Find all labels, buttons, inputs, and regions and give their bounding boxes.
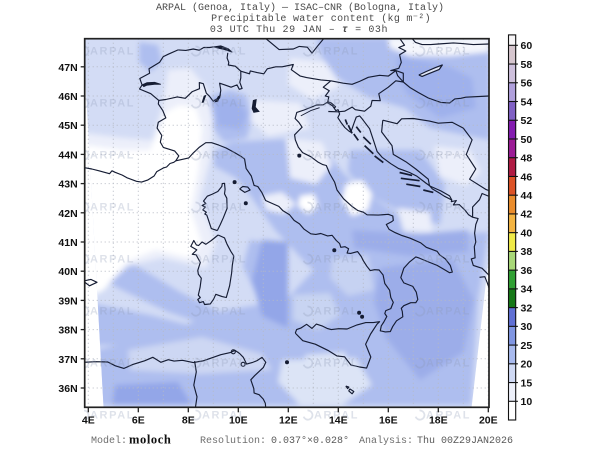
svg-text:38: 38 [521, 246, 533, 258]
svg-text:ARPAL: ARPAL [90, 202, 135, 214]
svg-text:20E: 20E [479, 414, 498, 426]
svg-text:ARPAL: ARPAL [314, 202, 359, 214]
svg-text:54: 54 [521, 96, 533, 108]
svg-text:25: 25 [521, 340, 533, 352]
svg-text:ARPAL: ARPAL [90, 410, 135, 422]
svg-text:50: 50 [521, 134, 533, 146]
svg-text:36N: 36N [58, 383, 77, 395]
svg-text:ARPAL: ARPAL [426, 358, 471, 370]
svg-text:40: 40 [521, 227, 533, 239]
svg-text:ARPAL: ARPAL [426, 46, 471, 58]
svg-text:moloch: moloch [129, 433, 172, 447]
svg-text:Analysis:: Analysis: [359, 435, 413, 447]
svg-text:52: 52 [521, 115, 533, 127]
svg-text:ARPAL: ARPAL [314, 98, 359, 110]
svg-text:ARPAL: ARPAL [426, 306, 471, 318]
svg-text:30: 30 [521, 321, 533, 333]
svg-text:56: 56 [521, 78, 533, 90]
svg-text:ARPAL: ARPAL [314, 358, 359, 370]
svg-text:ARPAL: ARPAL [426, 202, 471, 214]
svg-text:ARPAL: ARPAL [90, 306, 135, 318]
svg-text:58: 58 [521, 59, 533, 71]
svg-text:ARPAL: ARPAL [426, 98, 471, 110]
svg-text:ARPAL: ARPAL [202, 358, 247, 370]
svg-text:6E: 6E [132, 414, 145, 426]
svg-text:47N: 47N [58, 62, 77, 74]
svg-text:44: 44 [521, 190, 533, 202]
svg-text:60: 60 [521, 40, 533, 52]
svg-text:ARPAL: ARPAL [426, 150, 471, 162]
svg-text:44N: 44N [58, 149, 77, 161]
svg-text:20: 20 [521, 359, 533, 371]
svg-text:8E: 8E [182, 414, 195, 426]
svg-text:18E: 18E [429, 414, 448, 426]
svg-text:ARPAL: ARPAL [90, 46, 135, 58]
svg-text:38N: 38N [58, 325, 77, 337]
svg-text:10: 10 [521, 396, 533, 408]
svg-text:10E: 10E [229, 414, 248, 426]
svg-text:14E: 14E [329, 414, 348, 426]
svg-text:48: 48 [521, 153, 533, 165]
svg-text:12E: 12E [279, 414, 298, 426]
svg-text:Model:: Model: [91, 435, 127, 447]
svg-text:ARPAL: ARPAL [314, 254, 359, 266]
svg-text:34: 34 [521, 284, 533, 296]
svg-text:45N: 45N [58, 120, 77, 132]
svg-text:ARPAL: ARPAL [426, 254, 471, 266]
svg-text:42: 42 [521, 209, 533, 221]
svg-text:4E: 4E [82, 414, 95, 426]
svg-text:ARPAL: ARPAL [314, 410, 359, 422]
svg-text:15: 15 [521, 377, 533, 389]
svg-text:ARPAL: ARPAL [202, 46, 247, 58]
svg-text:ARPAL: ARPAL [314, 46, 359, 58]
svg-text:46: 46 [521, 171, 533, 183]
svg-text:ARPAL: ARPAL [202, 98, 247, 110]
svg-text:36: 36 [521, 265, 533, 277]
svg-text:ARPAL: ARPAL [90, 358, 135, 370]
svg-text:ARPAL: ARPAL [314, 150, 359, 162]
svg-text:ARPAL: ARPAL [90, 98, 135, 110]
svg-text:ARPAL: ARPAL [202, 202, 247, 214]
svg-text:37N: 37N [58, 354, 77, 366]
svg-text:ARPAL: ARPAL [90, 150, 135, 162]
svg-text:Precipitable water content (kg: Precipitable water content (kg m⁻²) [211, 13, 431, 25]
svg-text:32: 32 [521, 302, 533, 314]
svg-text:03 UTC Thu 29 JAN – τ = 03h: 03 UTC Thu 29 JAN – τ = 03h [210, 24, 388, 36]
svg-text:16E: 16E [379, 414, 398, 426]
svg-text:42N: 42N [58, 208, 77, 220]
svg-text:0.037°×0.028°: 0.037°×0.028° [271, 435, 349, 447]
svg-text:ARPAL: ARPAL [426, 410, 471, 422]
svg-text:Resolution:: Resolution: [200, 435, 266, 447]
svg-text:Thu 00Z29JAN2026: Thu 00Z29JAN2026 [417, 435, 513, 447]
svg-text:ARPAL: ARPAL [202, 150, 247, 162]
svg-text:ARPAL: ARPAL [202, 410, 247, 422]
svg-text:ARPAL: ARPAL [314, 306, 359, 318]
svg-text:46N: 46N [58, 91, 77, 103]
svg-text:43N: 43N [58, 179, 77, 191]
svg-text:39N: 39N [58, 295, 77, 307]
svg-text:ARPAL (Genoa, Italy) — ISAC–: ARPAL (Genoa, Italy) — ISAC–CNR (Bologna… [156, 2, 444, 14]
svg-text:40N: 40N [58, 266, 77, 278]
svg-text:ARPAL: ARPAL [202, 254, 247, 266]
svg-text:41N: 41N [58, 237, 77, 249]
svg-text:ARPAL: ARPAL [90, 254, 135, 266]
svg-text:ARPAL: ARPAL [202, 306, 247, 318]
